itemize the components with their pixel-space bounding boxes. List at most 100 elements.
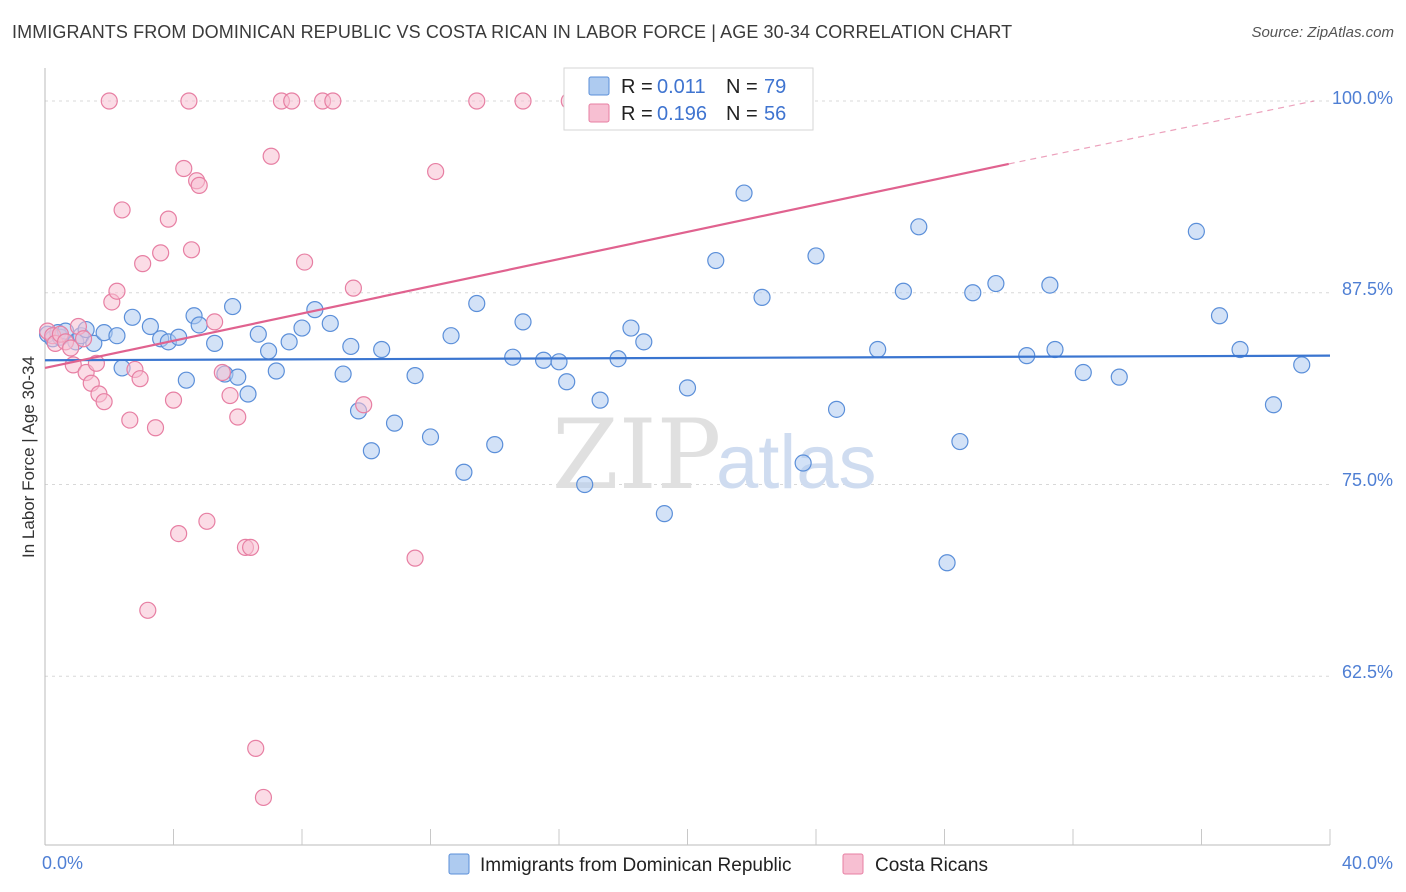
- data-point: [259, 342, 278, 360]
- y-tick-label: 87.5%: [1342, 279, 1393, 299]
- y-tick-label: 100.0%: [1332, 88, 1393, 108]
- data-point: [121, 411, 139, 429]
- watermark-zip: ZIP: [552, 399, 721, 511]
- legend-r-label: R =: [621, 76, 653, 98]
- data-point: [964, 284, 982, 302]
- data-point: [1293, 356, 1311, 374]
- data-point: [1046, 340, 1064, 359]
- trend-line-costa-rican: [44, 162, 1009, 370]
- y-tick-label: 75.0%: [1342, 470, 1393, 490]
- data-point: [267, 362, 285, 380]
- x-tick-label-max: 40.0%: [1342, 853, 1393, 873]
- data-point: [108, 327, 126, 345]
- x-ticks: [173, 829, 1331, 845]
- data-point: [591, 391, 609, 409]
- data-point: [442, 327, 460, 345]
- data-point: [175, 159, 193, 178]
- data-point: [576, 475, 594, 494]
- data-point: [190, 316, 208, 334]
- data-point: [334, 365, 352, 383]
- data-point: [486, 436, 504, 454]
- series-dominican-points: [38, 184, 1311, 572]
- data-point: [113, 201, 131, 219]
- legend-r-value-pink: 0.196: [657, 103, 707, 125]
- data-point: [534, 351, 553, 369]
- data-point: [735, 184, 753, 202]
- data-point: [894, 282, 912, 300]
- data-point: [514, 92, 532, 110]
- data-point: [280, 333, 298, 351]
- data-point: [221, 386, 239, 405]
- data-point: [558, 373, 576, 391]
- data-point: [254, 788, 273, 807]
- data-point: [987, 274, 1005, 293]
- data-point: [1264, 396, 1283, 414]
- data-point: [827, 400, 846, 418]
- y-axis-label: In Labor Force | Age 30-34: [19, 356, 38, 558]
- data-point: [406, 366, 424, 385]
- data-point: [707, 251, 725, 270]
- data-point: [108, 282, 126, 300]
- data-point: [1210, 307, 1229, 325]
- data-point: [427, 162, 445, 181]
- data-point: [373, 340, 391, 359]
- data-point: [100, 92, 118, 110]
- data-point: [295, 253, 314, 271]
- data-point: [468, 92, 486, 110]
- bottom-legend-label-blue: Immigrants from Dominican Republic: [480, 855, 792, 876]
- data-point: [910, 218, 928, 236]
- data-point: [504, 348, 522, 366]
- data-point: [229, 368, 247, 386]
- legend-n-label: N =: [726, 76, 758, 98]
- legend-swatch-pink: [588, 103, 610, 123]
- legend-swatch-blue: [588, 76, 610, 96]
- x-tick-label-min: 0.0%: [42, 853, 83, 873]
- data-point: [152, 244, 170, 262]
- data-point: [550, 353, 568, 371]
- data-point: [321, 314, 339, 333]
- trend-line-costa-rican-extension: [1008, 100, 1315, 165]
- data-point: [1074, 363, 1092, 382]
- y-tick-labels: 100.0% 87.5% 75.0% 62.5%: [1332, 88, 1393, 682]
- data-point: [239, 385, 257, 403]
- data-point: [182, 241, 201, 259]
- data-point: [869, 340, 887, 359]
- data-point: [262, 147, 280, 165]
- data-point: [344, 279, 362, 297]
- data-point: [190, 176, 208, 194]
- bottom-legend: Immigrants from Dominican Republic Costa…: [448, 853, 988, 876]
- data-point: [283, 92, 301, 110]
- data-point: [794, 454, 812, 472]
- data-point: [514, 313, 532, 331]
- data-point: [123, 308, 141, 326]
- bottom-legend-swatch-blue: [448, 853, 470, 875]
- data-point: [247, 739, 265, 757]
- data-point: [213, 363, 231, 382]
- legend-r-label: R =: [621, 103, 653, 125]
- data-point: [95, 393, 113, 411]
- data-point: [131, 370, 149, 388]
- data-point: [622, 319, 640, 337]
- data-point: [206, 334, 224, 352]
- data-point: [170, 524, 188, 543]
- data-point: [139, 601, 157, 619]
- data-point: [164, 391, 183, 409]
- trend-line-dominican: [44, 354, 1331, 362]
- data-point: [198, 512, 216, 530]
- data-point: [753, 288, 771, 306]
- data-point: [342, 337, 360, 356]
- data-point: [385, 414, 404, 432]
- data-point: [455, 463, 473, 481]
- data-point: [468, 294, 486, 313]
- legend-n-value-blue: 79: [764, 76, 786, 98]
- data-point: [224, 297, 242, 316]
- data-point: [206, 313, 224, 331]
- data-point: [229, 408, 247, 426]
- data-point: [1110, 368, 1128, 386]
- legend-n-label: N =: [726, 103, 758, 125]
- data-point: [293, 319, 311, 337]
- data-point: [1231, 340, 1249, 359]
- data-point: [159, 210, 177, 228]
- data-point: [678, 379, 697, 397]
